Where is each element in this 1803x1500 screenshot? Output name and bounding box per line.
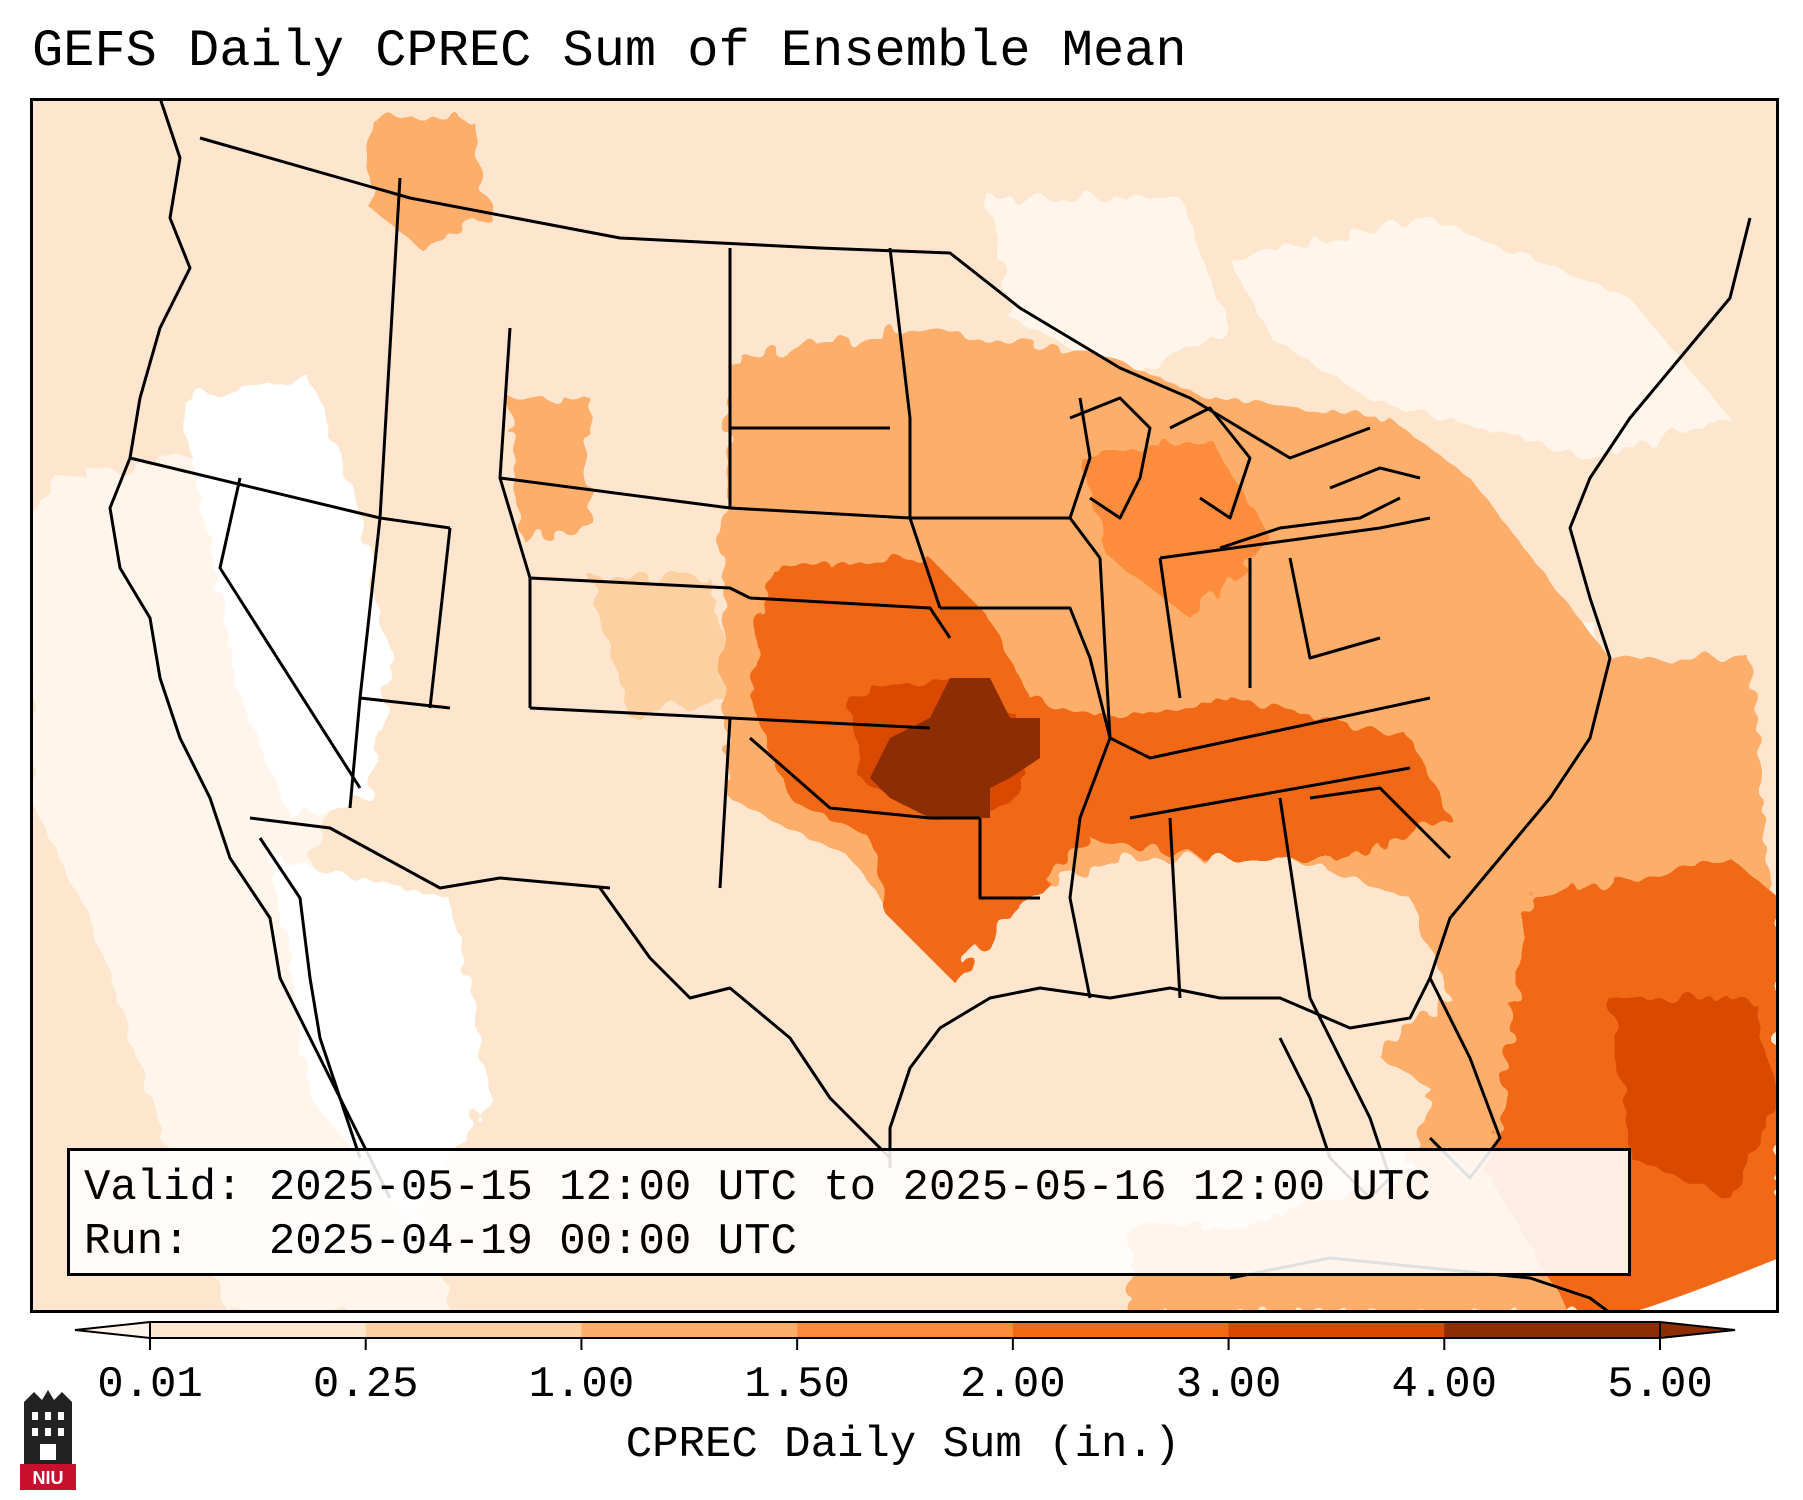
precipitation-map — [30, 98, 1779, 1313]
colorbar-tick-label: 0.25 — [312, 1360, 419, 1410]
valid-time: Valid: 2025-05-15 12:00 UTC to 2025-05-1… — [84, 1163, 1431, 1213]
colorbar-extend-min — [74, 1320, 151, 1340]
gulf-coastline — [888, 977, 1432, 1168]
colorbar-segment — [1444, 1322, 1661, 1338]
colorbar-label: CPREC Daily Sum (in.) — [625, 1420, 1181, 1470]
west-state-lines — [129, 177, 751, 809]
colorbar-tick-label: 2.00 — [960, 1360, 1066, 1410]
colorbar-tick-label: 5.00 — [1607, 1360, 1713, 1410]
colorbar-segment — [797, 1322, 1014, 1338]
west-coastline — [108, 98, 392, 1199]
colorbar-tick-label: 0.01 — [97, 1360, 203, 1410]
map-title: GEFS Daily CPREC Sum of Ensemble Mean — [32, 22, 1187, 81]
colorbar-frame — [149, 1321, 1661, 1339]
colorbar-segment — [581, 1322, 798, 1338]
canada-us-border — [199, 136, 1371, 460]
great-lakes — [1069, 396, 1421, 550]
map-boundaries — [108, 98, 1752, 1313]
colorbar-segment — [150, 1322, 367, 1338]
mexico-us-border — [249, 816, 611, 890]
colorbar-tick-label: 3.00 — [1175, 1360, 1282, 1410]
info-box: Valid: 2025-05-15 12:00 UTC to 2025-05-1… — [67, 1148, 1631, 1276]
colorbar-tick-label: 4.00 — [1391, 1360, 1498, 1410]
colorbar-segment — [1012, 1322, 1230, 1338]
baja-peninsula — [258, 837, 362, 1159]
niu-logo: NIU — [20, 1390, 76, 1490]
texas-mexico-border — [598, 887, 892, 1160]
colorbar — [74, 1320, 1736, 1350]
colorbar-tick-label: 1.00 — [528, 1360, 635, 1410]
logo-text: NIU — [33, 1468, 64, 1488]
map-frame — [30, 98, 1779, 1313]
plains-state-lines — [718, 248, 980, 889]
colorbar-extend-max — [1659, 1320, 1736, 1340]
northeast-coast — [1428, 217, 1752, 1180]
central-state-lines — [888, 247, 1112, 900]
map-frame-curve — [1630, 1258, 1779, 1313]
colorbar-segment — [1228, 1322, 1445, 1338]
colorbar-tick-label: 1.50 — [744, 1360, 850, 1410]
east-state-lines — [1068, 516, 1452, 999]
colorbar-segment — [365, 1322, 582, 1338]
run-time: Run: 2025-04-19 00:00 UTC — [84, 1217, 797, 1267]
precip-field-max — [870, 678, 1040, 818]
